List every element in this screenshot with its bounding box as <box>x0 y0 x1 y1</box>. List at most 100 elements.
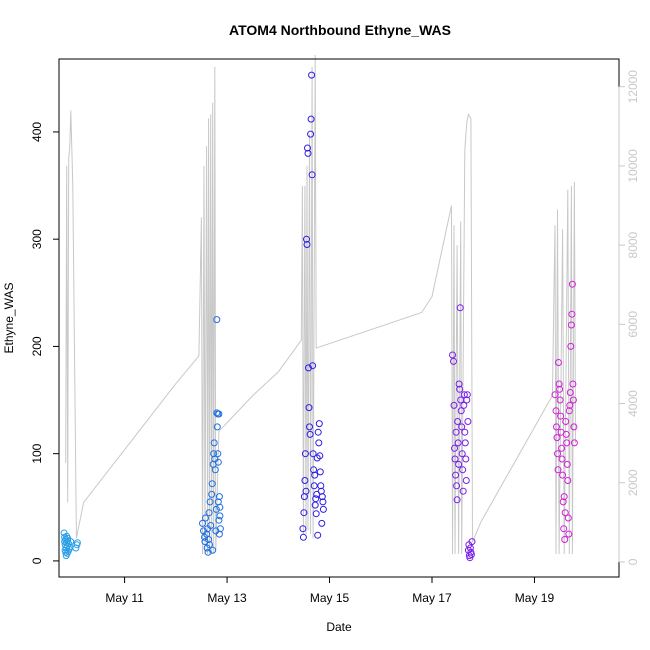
left-tick-label: 100 <box>30 443 44 463</box>
data-point <box>317 482 325 490</box>
data-point <box>307 130 315 138</box>
data-point <box>468 538 476 546</box>
data-point <box>213 423 221 431</box>
data-point <box>562 418 570 425</box>
data-point <box>304 149 312 157</box>
data-point <box>557 412 565 420</box>
right-tick-label: 0 <box>626 558 640 565</box>
data-point <box>556 385 564 393</box>
data-point <box>452 471 460 479</box>
data-point <box>199 519 206 527</box>
data-point <box>554 450 561 458</box>
data-point <box>311 471 319 479</box>
data-point <box>569 380 577 388</box>
data-point <box>551 391 559 399</box>
x-tick-label: May 17 <box>412 591 452 605</box>
data-point <box>319 505 327 513</box>
data-point <box>454 418 462 425</box>
data-point <box>215 493 223 501</box>
data-point <box>316 452 324 460</box>
altitude-trace-line <box>65 54 576 555</box>
data-point <box>563 460 571 468</box>
data-point <box>456 304 464 312</box>
data-point <box>206 498 214 506</box>
data-point <box>564 477 572 484</box>
data-point <box>216 512 224 520</box>
data-point <box>553 434 561 442</box>
data-point <box>458 450 466 458</box>
data-point <box>451 444 458 452</box>
left-tick-label: 0 <box>30 557 44 564</box>
data-points-layer <box>60 71 578 562</box>
data-point <box>214 498 222 506</box>
data-point <box>315 420 323 428</box>
data-point <box>568 310 576 318</box>
data-point <box>208 480 216 488</box>
data-point <box>462 455 470 463</box>
data-point <box>210 450 218 458</box>
data-point <box>305 404 313 412</box>
data-point <box>300 509 308 517</box>
data-point <box>215 410 223 418</box>
data-point <box>566 389 574 396</box>
data-point <box>215 516 223 524</box>
right-tick-label: 8000 <box>626 231 640 258</box>
data-point <box>555 359 562 366</box>
data-point <box>309 450 317 458</box>
data-point <box>312 495 320 503</box>
data-point <box>299 533 307 541</box>
data-point <box>559 471 567 479</box>
data-point <box>464 418 472 425</box>
data-point <box>452 428 460 436</box>
data-point <box>310 466 318 474</box>
data-point <box>459 466 467 474</box>
data-point <box>463 396 471 404</box>
right-tick-label: 6000 <box>626 311 640 338</box>
data-point <box>563 439 571 447</box>
data-point <box>555 380 563 388</box>
data-point <box>213 316 221 324</box>
y-axis-label: Ethyne_WAS <box>2 283 16 354</box>
left-tick-label: 400 <box>30 122 44 142</box>
data-point <box>467 551 475 558</box>
data-point <box>455 460 463 468</box>
data-point <box>208 490 216 498</box>
data-point <box>315 439 323 447</box>
data-point <box>559 498 567 506</box>
data-point <box>301 450 309 458</box>
data-point <box>73 539 81 547</box>
data-point <box>305 364 312 372</box>
data-point <box>569 396 577 404</box>
data-point <box>209 546 217 554</box>
right-y-axis: 0 2000 4000 6000 8000 10000 12000 <box>618 70 640 565</box>
data-point <box>316 468 324 476</box>
left-tick-label: 200 <box>30 336 44 356</box>
data-point <box>202 514 209 522</box>
data-point <box>561 536 569 543</box>
x-tick-label: May 15 <box>310 591 350 605</box>
data-point <box>454 439 462 447</box>
data-point <box>570 439 578 447</box>
data-point <box>307 115 315 123</box>
x-axis: May 11 May 13 May 15 May 17 May 19 <box>105 576 554 605</box>
right-tick-label: 12000 <box>626 70 640 104</box>
data-point <box>556 396 564 404</box>
data-point <box>318 519 326 527</box>
data-point <box>554 466 562 474</box>
data-point <box>206 541 214 549</box>
altitude-trace-layer <box>65 54 576 555</box>
series-1 <box>60 529 81 560</box>
data-point <box>212 505 220 513</box>
data-point <box>205 536 213 543</box>
data-point <box>458 423 466 431</box>
data-point <box>567 321 575 329</box>
data-point <box>561 509 569 517</box>
data-point <box>306 423 313 431</box>
data-point <box>450 357 457 365</box>
data-point <box>318 493 326 501</box>
data-point <box>460 401 468 409</box>
data-point <box>456 385 464 393</box>
data-point <box>558 455 566 463</box>
data-point <box>310 482 318 490</box>
